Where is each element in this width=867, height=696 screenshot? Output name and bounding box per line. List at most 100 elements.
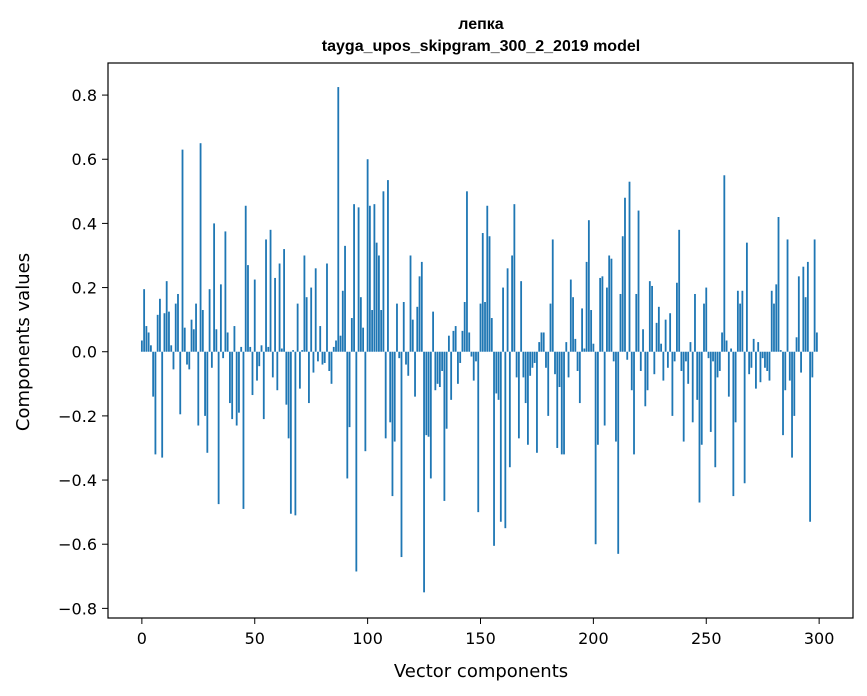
bar-164 xyxy=(511,255,514,352)
bar-42 xyxy=(235,351,238,426)
bar-188 xyxy=(565,342,568,352)
y-tick-label: 0.8 xyxy=(72,86,97,105)
bar-160 xyxy=(502,287,504,352)
bar-35 xyxy=(219,284,222,352)
bar-57 xyxy=(269,229,272,352)
bar-150 xyxy=(479,303,482,352)
bar-277 xyxy=(766,351,769,371)
bar-24 xyxy=(195,303,197,352)
bar-84 xyxy=(330,351,333,384)
bar-278 xyxy=(768,351,771,381)
bar-63 xyxy=(283,249,285,352)
y-tick-label: 0.0 xyxy=(72,343,97,362)
bar-294 xyxy=(804,297,807,352)
bar-17 xyxy=(179,351,182,415)
y-tick-label: 0.2 xyxy=(72,279,97,298)
bar-147 xyxy=(472,351,475,381)
bar-5 xyxy=(152,351,155,397)
bar-53 xyxy=(260,345,263,352)
bar-127 xyxy=(427,351,430,437)
bar-262 xyxy=(732,351,735,497)
bar-179 xyxy=(545,351,547,368)
bar-156 xyxy=(493,351,495,546)
bar-99 xyxy=(364,351,367,452)
bar-142 xyxy=(461,330,464,352)
y-tick-label: 0.6 xyxy=(72,150,97,169)
bar-193 xyxy=(576,351,579,371)
bar-167 xyxy=(517,351,520,439)
bar-180 xyxy=(547,351,550,416)
bar-72 xyxy=(303,255,306,352)
bar-89 xyxy=(341,290,344,352)
bar-36 xyxy=(222,351,225,359)
bar-269 xyxy=(748,351,751,375)
bar-288 xyxy=(791,351,793,458)
bar-202 xyxy=(596,351,599,445)
bar-240 xyxy=(682,351,685,442)
x-axis-label: Vector components xyxy=(394,661,568,682)
bar-56 xyxy=(267,346,270,352)
bar-208 xyxy=(610,258,613,352)
bar-204 xyxy=(601,276,604,352)
bar-261 xyxy=(730,348,732,352)
bar-148 xyxy=(475,351,477,362)
x-tick-label: 150 xyxy=(465,629,496,648)
bar-253 xyxy=(712,351,714,362)
bar-3 xyxy=(147,332,150,352)
bar-27 xyxy=(201,310,204,352)
bar-111 xyxy=(391,351,394,497)
bar-18 xyxy=(181,149,184,352)
bar-124 xyxy=(420,261,423,352)
bar-58 xyxy=(271,351,274,378)
bar-247 xyxy=(698,351,701,503)
x-tick-label: 200 xyxy=(578,629,609,648)
bar-257 xyxy=(721,332,723,352)
bar-29 xyxy=(206,351,209,453)
bar-169 xyxy=(522,351,525,378)
bar-108 xyxy=(384,351,387,439)
bar-165 xyxy=(513,204,516,352)
bar-178 xyxy=(542,332,545,352)
bar-256 xyxy=(718,351,721,371)
bar-162 xyxy=(506,268,509,352)
bar-48 xyxy=(249,346,252,352)
bar-291 xyxy=(797,276,800,352)
bar-101 xyxy=(368,205,371,352)
bar-296 xyxy=(809,351,812,522)
bar-135 xyxy=(445,351,448,429)
bar-210 xyxy=(615,351,617,442)
bar-22 xyxy=(190,319,193,352)
bar-263 xyxy=(734,351,737,423)
bar-104 xyxy=(375,242,378,352)
bar-110 xyxy=(389,351,392,423)
bar-47 xyxy=(247,265,249,352)
bar-44 xyxy=(240,346,243,352)
bar-73 xyxy=(305,297,308,352)
bar-112 xyxy=(393,351,396,442)
bar-54 xyxy=(262,351,265,420)
bar-11 xyxy=(165,281,168,352)
bar-138 xyxy=(452,330,455,352)
bar-251 xyxy=(707,351,710,359)
bar-177 xyxy=(540,332,543,352)
bar-120 xyxy=(411,319,414,352)
bar-297 xyxy=(811,351,814,378)
bar-250 xyxy=(705,287,708,352)
bar-91 xyxy=(346,351,349,479)
bar-129 xyxy=(432,311,434,352)
bar-114 xyxy=(398,351,401,359)
bar-268 xyxy=(745,242,748,352)
bar-70 xyxy=(298,351,301,389)
bar-59 xyxy=(274,277,276,352)
bar-75 xyxy=(310,287,313,352)
bar-200 xyxy=(592,343,595,352)
bar-15 xyxy=(174,303,177,352)
bar-228 xyxy=(655,322,658,352)
bar-275 xyxy=(761,351,764,359)
bar-231 xyxy=(662,351,665,381)
bar-267 xyxy=(743,351,746,484)
bar-21 xyxy=(188,351,191,370)
bar-139 xyxy=(454,326,457,352)
bar-161 xyxy=(504,351,507,529)
bar-49 xyxy=(251,351,254,396)
